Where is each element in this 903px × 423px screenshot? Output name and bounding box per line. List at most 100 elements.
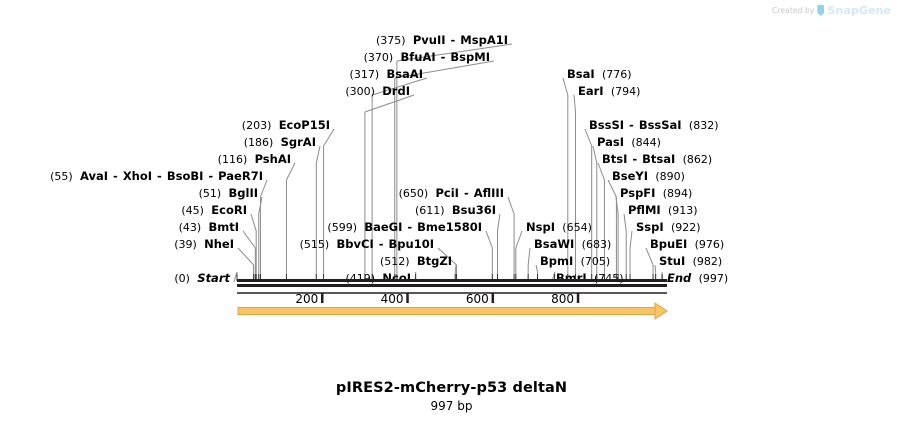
enzyme-name: BsaI (567, 67, 595, 81)
ruler-tick-label: 800 (551, 292, 574, 306)
site-label-pcii[interactable]: (650) PciI - AflIII (398, 186, 504, 201)
site-label-bpmi[interactable]: BpmI (705) (540, 255, 611, 269)
leader-line (551, 271, 556, 283)
site-label-ecori[interactable]: (45) EcoRI (181, 204, 247, 218)
site-label-bsai[interactable]: BsaI (776) (567, 67, 632, 82)
site-label-bmti[interactable]: (43) BmtI (179, 220, 239, 235)
enzyme-name: AflIII (473, 186, 504, 200)
site-label-ecop15i[interactable]: (203) EcoP15I (241, 119, 330, 133)
site-label-pspfi[interactable]: PspFI (894) (620, 187, 693, 201)
map-footer: pIRES2-mCherry-p53 deltaN 997 bp (0, 380, 903, 413)
site-label-end[interactable]: End (997) (667, 272, 728, 286)
site-position: (0) (174, 272, 190, 285)
snapgene-watermark: Created by SnapGene (772, 4, 891, 17)
site-label-stui[interactable]: StuI (982) (659, 255, 723, 269)
orientation-arrow-head (654, 302, 668, 320)
site-label-pshai[interactable]: (116) PshAI (218, 152, 291, 167)
site-label-bsu36i[interactable]: (611) Bsu36I (415, 203, 496, 218)
site-position: (894) (662, 187, 693, 200)
site-label-pasi[interactable]: PasI (844) (597, 136, 661, 150)
enzyme-name: NheI (204, 237, 234, 251)
label-separator: - (374, 237, 388, 251)
leader-line (645, 247, 654, 281)
leader-line (237, 247, 255, 281)
site-label-bmri[interactable]: BmrI (745) (556, 271, 624, 286)
site-label-btgzi[interactable]: (512) BtgZI (379, 254, 452, 269)
site-label-pflmi[interactable]: PflMI (913) (628, 204, 698, 218)
leader-line (515, 230, 523, 281)
site-label-nspi[interactable]: NspI (654) (526, 221, 592, 235)
enzyme-name: BmrI (556, 271, 587, 285)
site-position: (186) (243, 136, 274, 149)
leader-line (258, 196, 263, 281)
site-label-eari[interactable]: EarI (794) (578, 84, 641, 99)
enzyme-name: NcoI (382, 271, 411, 285)
leader-line (233, 271, 238, 283)
site-position: (844) (631, 136, 661, 149)
snapgene-flag-icon (817, 5, 825, 16)
site-label-bsawi[interactable]: BsaWI (683) (534, 237, 612, 252)
site-position: (512) (379, 255, 410, 268)
enzyme-name: BsaAI (386, 67, 423, 81)
enzyme-name: PshAI (254, 152, 291, 166)
enzyme-name: BsaWI (534, 237, 575, 251)
label-separator: - (153, 169, 166, 183)
site-label-bsssi[interactable]: BssSI - BssSaI (832) (589, 118, 719, 133)
site-position: (745) (594, 272, 624, 285)
site-label-sgrai[interactable]: (186) SgrAI (243, 135, 316, 150)
leader-line (414, 271, 417, 283)
leader-line (285, 162, 296, 281)
site-label-bbvci[interactable]: (515) BbvCI - Bpu10I (300, 237, 434, 252)
site-position: (794) (610, 85, 641, 98)
ruler-tick-label: 200 (295, 292, 318, 306)
enzyme-name: BtsI (602, 152, 628, 166)
site-label-bpuei[interactable]: BpuEI (976) (650, 238, 724, 252)
label-separator: - (403, 220, 417, 234)
site-label-bseyi[interactable]: BseYI (890) (612, 170, 685, 184)
site-label-sspi[interactable]: SspI (922) (636, 221, 701, 235)
site-label-avai[interactable]: (55) AvaI - XhoI - BsoBI - PaeR7I (50, 169, 263, 184)
site-label-bglii[interactable]: (51) BglII (199, 187, 258, 201)
watermark-created-by-text: Created by (772, 6, 815, 15)
site-label-bsaai[interactable]: (317) BsaAI (350, 67, 423, 82)
enzyme-name: EarI (578, 84, 604, 98)
label-separator: - (628, 152, 642, 166)
site-position: (203) (241, 119, 272, 132)
enzyme-name: BmtI (208, 220, 239, 234)
leader-line (527, 247, 531, 281)
label-separator: - (436, 50, 450, 64)
orientation-arrow-shaft (237, 307, 656, 315)
site-position: (683) (581, 238, 612, 251)
label-separator: - (109, 169, 122, 183)
enzyme-name: Bsu36I (451, 203, 496, 217)
site-label-btsi[interactable]: BtsI - BtsaI (862) (602, 152, 712, 167)
enzyme-name: SgrAI (280, 135, 316, 149)
site-label-baegi[interactable]: (599) BaeGI - Bme1580I (327, 220, 482, 235)
site-label-nhei[interactable]: (39) NheI (174, 237, 234, 252)
enzyme-name: BtgZI (416, 254, 452, 268)
site-label-drdi[interactable]: (300) DrdI (345, 84, 410, 99)
site-position: (45) (181, 204, 204, 217)
site-label-bfuai[interactable]: (370) BfuAI - BspMI (363, 50, 490, 65)
leader-line (507, 196, 515, 281)
site-position: (650) (398, 187, 429, 200)
enzyme-name: BtsaI (642, 152, 676, 166)
label-separator: - (625, 118, 638, 132)
watermark-brand-text: SnapGene (827, 4, 891, 17)
site-position: (370) (363, 51, 394, 64)
site-position: (611) (415, 204, 445, 217)
site-position: (705) (580, 255, 611, 268)
enzyme-name: PciI (435, 186, 459, 200)
leader-line (661, 271, 664, 283)
site-position: (776) (601, 68, 632, 81)
site-label-ncoi[interactable]: (419) NcoI (345, 271, 411, 286)
enzyme-name: XhoI (122, 169, 153, 183)
leader-line (496, 213, 501, 281)
leader-line (250, 213, 257, 281)
enzyme-name: DrdI (382, 84, 410, 98)
site-position: (922) (670, 221, 701, 234)
enzyme-name: BsoBI (166, 169, 204, 183)
site-label-start[interactable]: (0) Start (174, 272, 230, 286)
site-label-pvuii[interactable]: (375) PvuII - MspA1I (376, 34, 508, 48)
site-position: (982) (692, 255, 723, 268)
